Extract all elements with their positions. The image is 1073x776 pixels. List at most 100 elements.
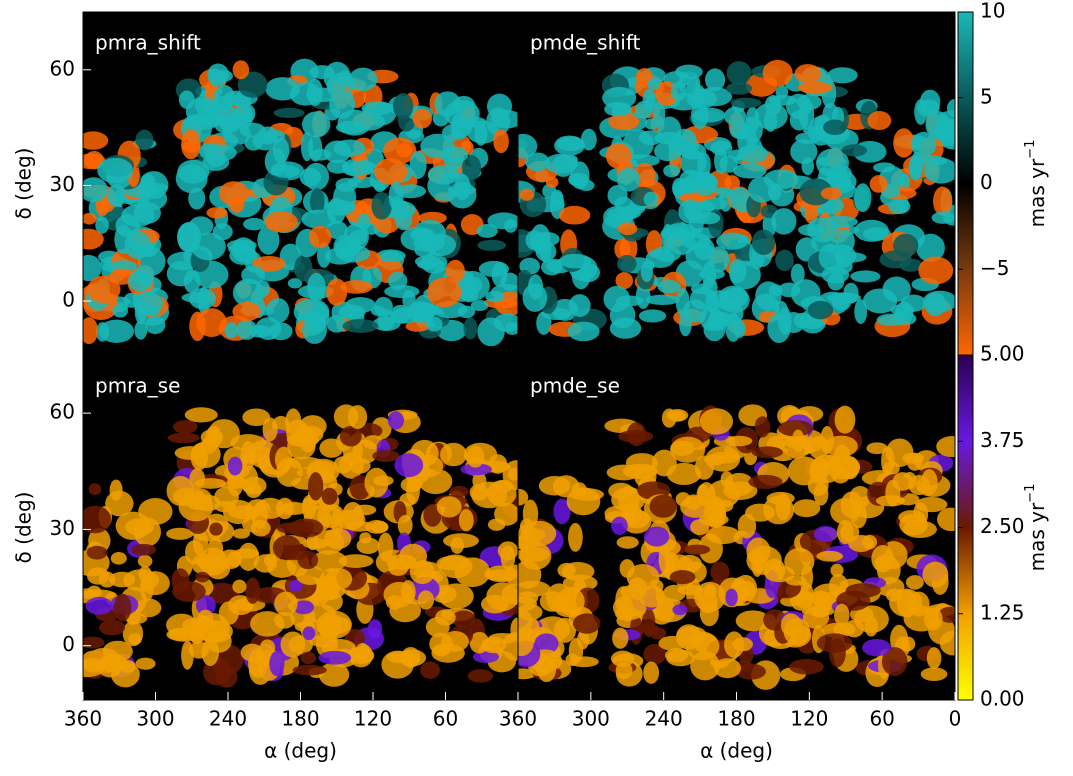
heat-blob <box>83 636 105 649</box>
heat-blob <box>317 503 345 528</box>
heat-blob <box>808 590 832 619</box>
heat-blob <box>248 324 272 338</box>
heat-blob <box>518 629 534 657</box>
heat-blob <box>518 580 551 598</box>
heat-blob <box>257 225 280 255</box>
heat-blob <box>99 619 126 636</box>
heat-blob <box>463 317 478 340</box>
heat-blob <box>95 216 109 234</box>
heat-blob <box>357 213 371 231</box>
heat-blob <box>536 662 550 676</box>
heat-blob <box>135 129 154 151</box>
heat-blob <box>608 113 640 131</box>
heat-blob <box>439 442 468 467</box>
heat-blob <box>267 559 297 578</box>
x-tick-label: 300 <box>136 707 174 731</box>
heat-blob <box>848 534 874 553</box>
heat-blob <box>616 254 637 273</box>
heat-blob <box>352 439 378 464</box>
heat-blob <box>915 496 948 513</box>
heat-blob <box>643 191 658 207</box>
heat-blob <box>190 443 209 471</box>
heat-blob <box>385 595 404 610</box>
heat-blob <box>83 212 97 225</box>
heat-blob <box>663 164 680 178</box>
heat-blob <box>643 661 660 684</box>
heat-blob <box>568 294 591 317</box>
panel-title: pmra_shift <box>95 31 201 55</box>
heat-blob <box>937 507 955 532</box>
heat-blob <box>329 89 356 119</box>
heat-blob <box>850 503 868 529</box>
heat-blob <box>347 405 368 430</box>
heat-blob <box>696 484 709 506</box>
heat-blob <box>215 665 238 688</box>
heat-blob <box>643 526 670 547</box>
heat-blob <box>486 93 513 120</box>
heat-blob <box>302 111 331 138</box>
heat-blob <box>110 552 127 565</box>
heat-blob <box>309 65 335 80</box>
heat-blob <box>505 564 518 586</box>
heat-blob <box>834 603 850 627</box>
heat-blob <box>702 277 718 298</box>
heat-blob <box>793 312 812 329</box>
heat-blob <box>420 661 441 679</box>
heat-blob <box>725 588 738 607</box>
heat-blob <box>181 640 194 670</box>
heat-blob <box>132 291 163 315</box>
heat-blob <box>528 274 544 300</box>
heat-blob <box>710 561 730 583</box>
heat-blob <box>734 129 748 140</box>
heat-blob <box>302 626 316 641</box>
heat-blob <box>881 647 908 677</box>
heat-blob <box>83 177 108 203</box>
heat-blob <box>460 463 492 476</box>
heat-blob <box>762 59 793 87</box>
heat-blob <box>269 651 285 677</box>
x-axis-label: α (deg) <box>700 739 773 763</box>
heat-blob <box>241 265 266 285</box>
heat-blob <box>697 152 711 178</box>
heat-blob <box>374 158 408 185</box>
heat-blob <box>778 420 813 437</box>
heat-blob <box>567 321 600 342</box>
heat-blob <box>679 310 692 337</box>
heat-blob <box>394 207 413 231</box>
x-tick-label: 360 <box>64 707 102 731</box>
heat-blob <box>454 557 491 588</box>
heat-blob <box>88 483 102 496</box>
heat-blob <box>494 502 518 526</box>
heat-blob <box>86 545 108 560</box>
heat-blob <box>178 492 214 522</box>
heat-blob <box>206 207 228 219</box>
heat-blob <box>643 643 667 665</box>
heat-blob <box>405 320 430 332</box>
heat-blob <box>113 593 132 622</box>
heat-blob <box>882 276 911 302</box>
heat-blob <box>341 158 373 176</box>
heat-blob <box>481 636 507 654</box>
heat-blob <box>262 129 286 143</box>
heat-blob <box>83 317 99 345</box>
heat-blob <box>525 152 550 172</box>
heat-blob <box>895 301 914 325</box>
heat-blob <box>666 408 689 422</box>
heat-blob <box>426 316 443 332</box>
heat-blob <box>288 518 324 538</box>
heat-blob <box>412 108 433 129</box>
heat-blob <box>115 511 151 541</box>
heat-blob <box>730 97 762 109</box>
heat-blob <box>409 150 427 179</box>
heat-blob <box>218 181 249 206</box>
heat-blob <box>427 277 462 308</box>
heat-blob <box>474 122 488 146</box>
heat-blob <box>243 217 266 231</box>
y-axis-label: δ (deg) <box>12 148 36 220</box>
x-axis-label: α (deg) <box>264 739 337 763</box>
heat-blob <box>364 467 389 498</box>
heat-blob <box>213 84 235 111</box>
heat-blob <box>771 208 797 235</box>
heatmap <box>83 404 518 688</box>
